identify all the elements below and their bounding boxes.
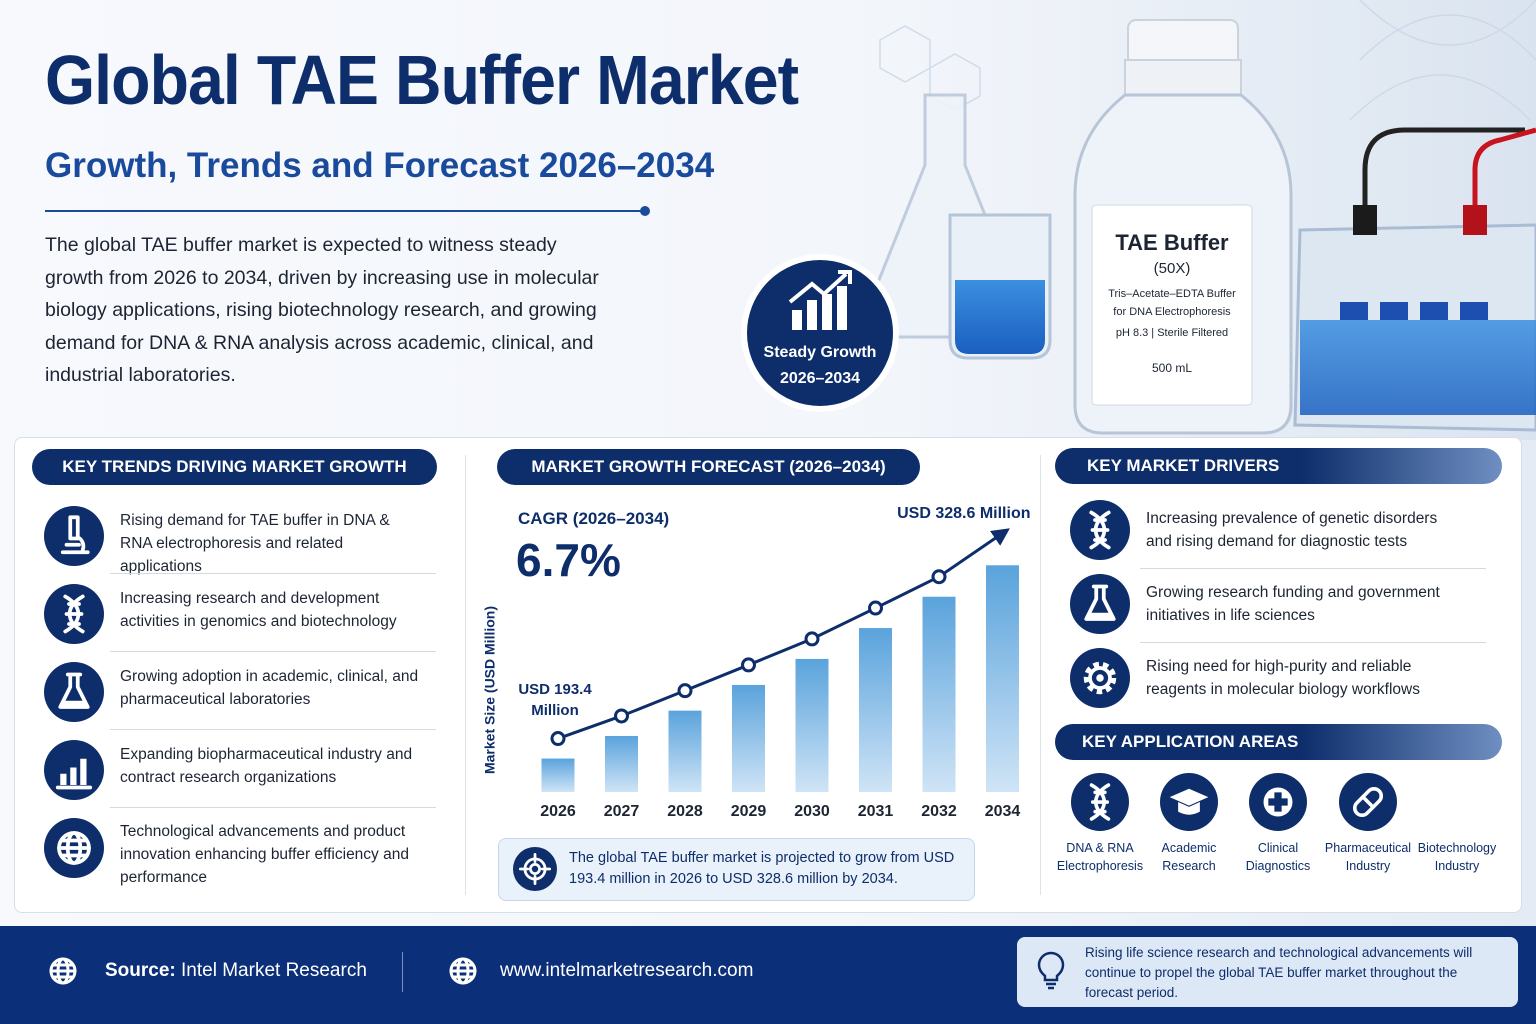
icon [44,662,104,722]
section-heading: KEY MARKET DRIVERS [1055,448,1502,484]
x-tick-label: 2034 [985,803,1021,820]
x-tick-label: 2028 [667,803,703,820]
value-label: USD 328.6 Million [897,505,1031,523]
icon [1070,500,1130,560]
icon [1037,951,1065,990]
separator [110,807,436,808]
application-label: Academic Research [1161,841,1217,873]
icon [1249,773,1307,831]
icon [1070,574,1130,634]
x-tick-label: 2029 [731,803,767,820]
section-heading: KEY APPLICATION AREAS [1055,724,1502,760]
icon [44,584,104,644]
line-point [677,683,693,699]
x-tick-label: 2032 [921,803,957,820]
line-point [868,600,883,616]
icon [49,957,77,985]
cagr-value: 6.7% [516,534,621,586]
x-tick-label: 2027 [604,803,640,820]
y-axis-label: Market Size (USD Million) [482,606,498,774]
icon [449,957,477,985]
icon [44,506,104,566]
icon [1440,788,1471,817]
trend-text: Increasing research and development acti… [120,590,397,630]
application-label: Pharmaceutical Industry [1324,841,1412,873]
icon [1071,773,1129,831]
rule-dot [640,206,650,216]
label-text: (50X) [1153,260,1191,277]
section-heading: MARKET GROWTH FORECAST (2026–2034) [497,449,920,485]
icon [44,740,104,800]
line-point [804,631,820,647]
trend-text: Technological advancements and product i… [120,823,409,886]
icon [44,818,104,878]
badge: Steady Growth 2026–2034 [745,340,895,392]
hero-art [741,0,1536,440]
label-title: TAE Buffer [1115,230,1229,255]
bar [668,710,702,792]
separator [110,729,436,730]
line-point [614,708,629,724]
trend-text: Expanding biopharmaceutical industry and… [120,746,413,786]
x-tick-label: 2030 [794,803,830,820]
driver-text: Increasing prevalence of genetic disorde… [1146,510,1438,550]
chart-note: The global TAE buffer market is projecte… [569,850,955,887]
separator [110,573,436,574]
website: www.intelmarketresearch.com [500,960,754,981]
bar [922,596,956,792]
divider [402,952,403,992]
bar [541,758,575,792]
trend-text: Rising demand for TAE buffer in DNA & RN… [120,512,390,575]
badge-line: 2026–2034 [779,370,861,387]
title: Global TAE Buffer Market [45,41,799,119]
line-point [741,657,756,673]
badge-line: Steady Growth [763,344,877,361]
driver-text: Rising need for high-purity and reliable… [1146,658,1420,698]
bar [986,565,1019,792]
icon [1160,773,1218,831]
x-tick-label: 2031 [858,803,894,820]
bar [859,628,892,792]
icon [1339,773,1397,831]
footer-note-box [1017,937,1518,1007]
value-label: USD 193.4 Million [518,680,592,719]
panel [14,437,1522,913]
application-label: Clinical Diagnostics [1245,841,1311,873]
trend-line [557,528,1010,740]
divider [465,455,466,895]
application-label: Biotechnology Industry [1417,841,1497,873]
application-label: DNA & RNA Electrophoresis [1056,841,1144,873]
subtitle: Growth, Trends and Forecast 2026–2034 [45,146,715,185]
source-label: Source: [105,960,176,981]
trend-text: Growing adoption in academic, clinical, … [120,668,419,708]
driver-text: Growing research funding and government … [1146,584,1440,624]
rule [45,210,643,212]
bar [732,684,765,792]
footer-note: Rising life science research and technol… [1085,945,1473,1000]
bar [605,735,638,792]
source: Source: Intel Market Research [105,960,367,982]
divider [1040,455,1041,895]
line-point [550,731,566,747]
icon [513,847,557,891]
bar [795,658,829,792]
icon [1070,648,1130,708]
label-text: pH 8.3 | Sterile Filtered [1115,327,1229,339]
section-heading: KEY TRENDS DRIVING MARKET GROWTH [32,449,437,485]
description: The global TAE buffer market is expected… [45,234,599,386]
cagr-label: CAGR (2026–2034) [518,509,670,528]
bottle-label: TAE Buffer (50X) Tris–Acetate–EDTA Buffe… [1092,230,1252,375]
x-tick-label: 2026 [540,803,576,820]
separator [1140,568,1486,569]
label-text: Tris–Acetate–EDTA Buffer for DNA Electro… [1108,288,1236,318]
separator [110,651,436,652]
note-box [498,838,975,901]
label-text: 500 mL [1151,361,1193,375]
line-point [931,569,947,585]
separator [1140,642,1486,643]
source-name: Intel Market Research [181,960,367,981]
